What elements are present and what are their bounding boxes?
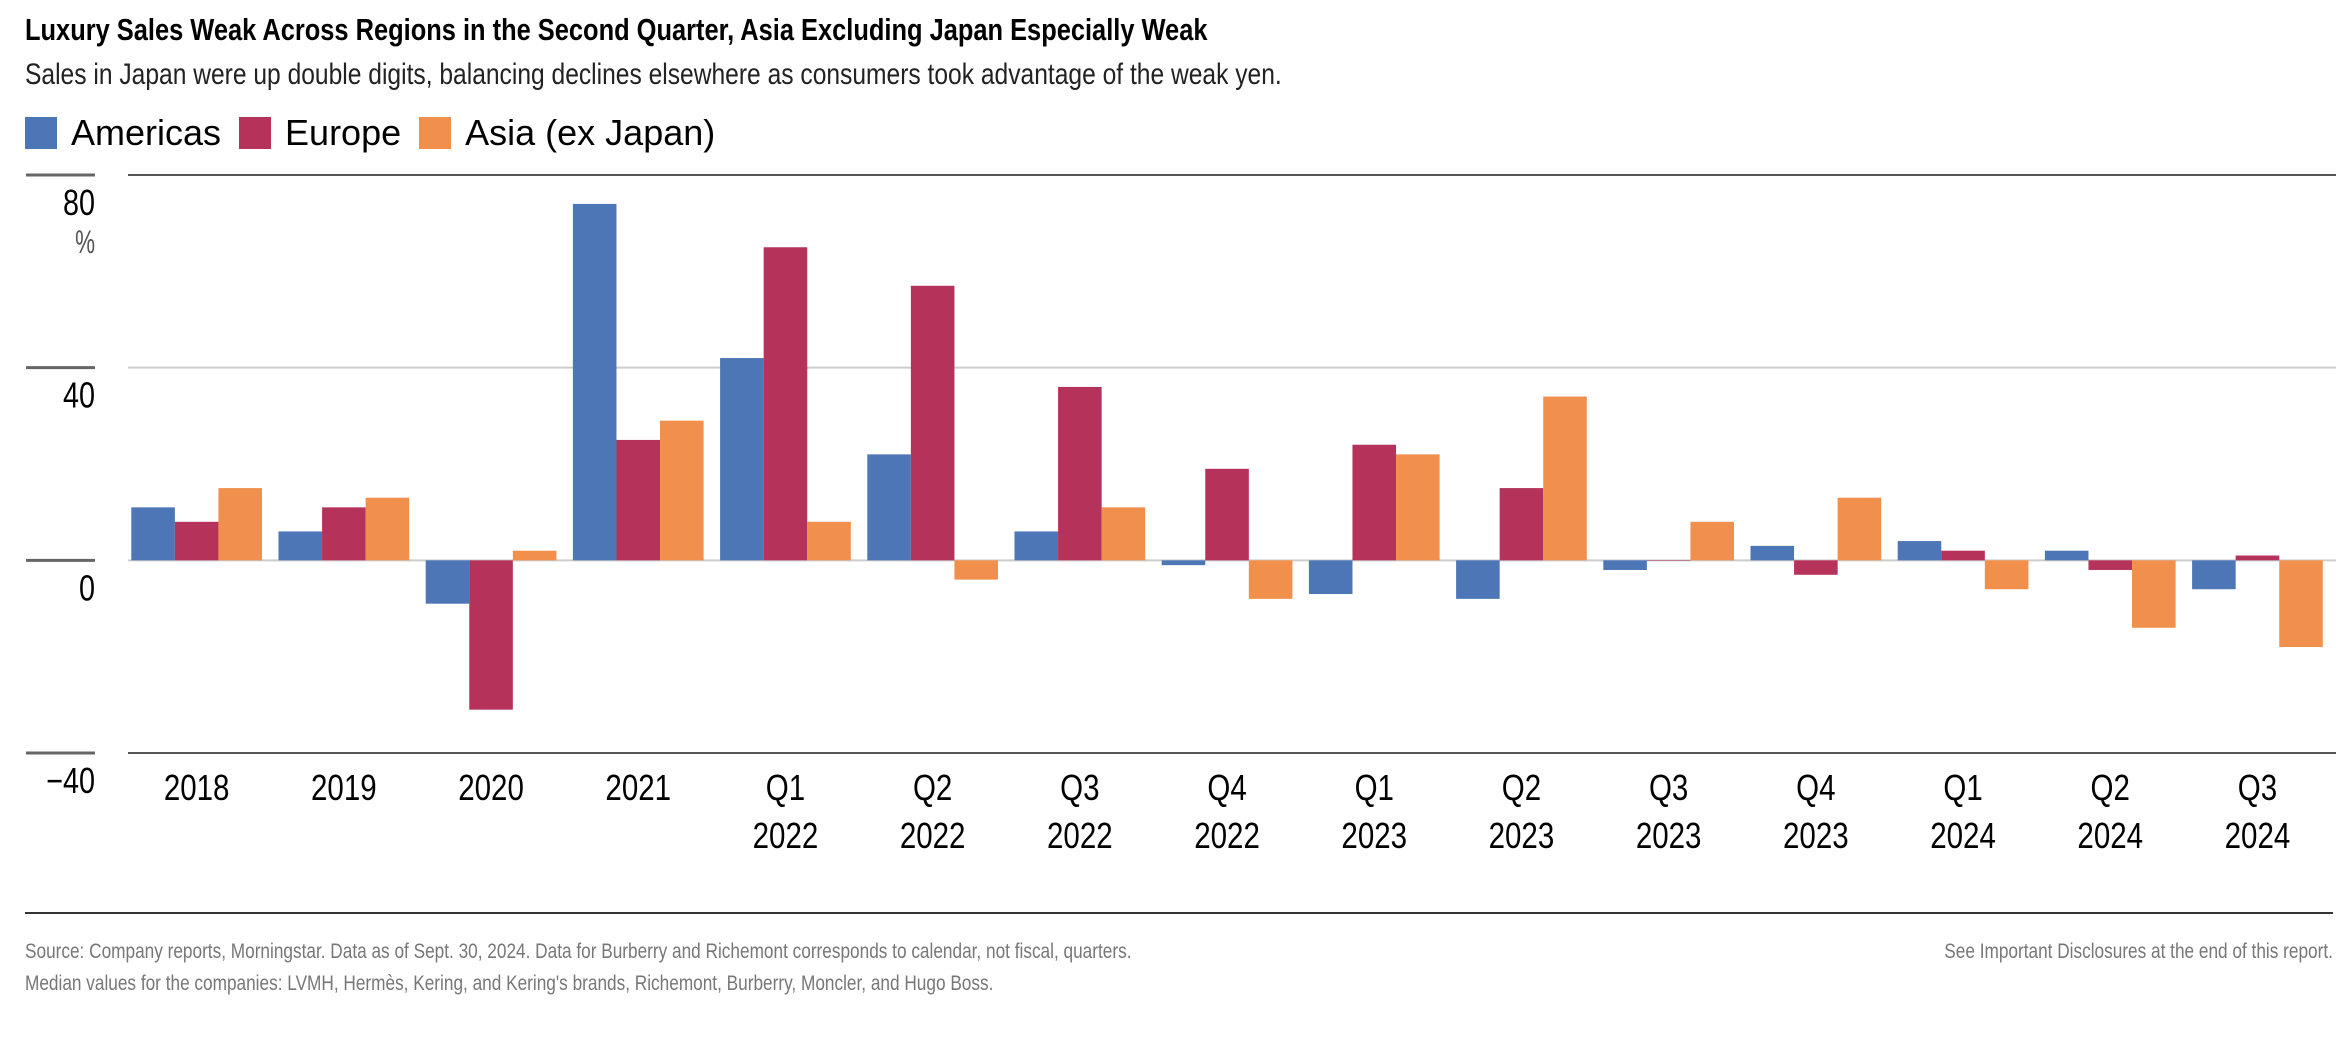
bar-asia-ex-japan <box>1837 497 1882 561</box>
x-tick-label: Q3 <box>1060 767 1099 807</box>
bar-americas <box>572 203 617 561</box>
bar-americas <box>2044 550 2089 561</box>
bar-europe <box>2088 560 2133 570</box>
x-tick-label: Q1 <box>1355 767 1394 807</box>
x-tick-label: 2024 <box>2077 815 2143 855</box>
x-tick-label: 2022 <box>753 815 819 855</box>
y-tick-label: 80 <box>63 182 95 223</box>
y-axis-unit: % <box>75 224 95 260</box>
footer-divider <box>25 912 2333 914</box>
x-tick-label: Q4 <box>1207 767 1246 807</box>
bar-americas <box>1456 560 1500 599</box>
x-tick-label: 2022 <box>900 815 966 855</box>
legend: Americas Europe Asia (ex Japan) <box>25 112 733 154</box>
x-tick-label: Q2 <box>2091 767 2130 807</box>
x-tick-label: 2023 <box>1783 815 1849 855</box>
bar-chart: 80 40 0 −40% 2018 2019 2020 2021 Q1 2022 Q2 2022 Q3 2… <box>26 173 2336 856</box>
bar-europe <box>469 560 513 710</box>
bar-asia-ex-japan <box>512 550 557 561</box>
bar-asia-ex-japan <box>1690 521 1735 561</box>
x-tick-label: 2023 <box>1489 815 1555 855</box>
legend-swatch-europe <box>239 117 272 149</box>
bar-americas <box>1603 560 1647 570</box>
chart-subtitle: Sales in Japan were up double digits, ba… <box>25 58 1282 91</box>
bar-europe <box>1794 560 1838 575</box>
bar-europe <box>322 507 366 561</box>
x-tick-label: 2024 <box>1930 815 1996 855</box>
median-note: Median values for the companies: LVMH, H… <box>25 972 994 995</box>
x-tick-label: Q2 <box>1502 767 1541 807</box>
bar-europe <box>910 285 955 561</box>
legend-label-asia: Asia (ex Japan) <box>465 112 716 153</box>
bar-europe <box>1058 386 1102 561</box>
bar-americas <box>1897 541 1942 561</box>
bar-americas <box>867 454 911 561</box>
bar-europe <box>174 521 219 561</box>
bar-americas <box>131 507 175 561</box>
legend-item-europe: Europe <box>239 112 401 154</box>
x-tick-label: 2020 <box>458 767 524 807</box>
bar-europe <box>1941 550 1985 561</box>
x-tick-label: 2019 <box>311 767 377 807</box>
x-tick-label: Q4 <box>1796 767 1835 807</box>
legend-label-europe: Europe <box>285 112 402 153</box>
bar-asia-ex-japan <box>2279 560 2323 648</box>
bar-asia-ex-japan <box>365 497 410 561</box>
x-tick-label: Q3 <box>1649 767 1688 807</box>
x-tick-label: Q3 <box>2238 767 2277 807</box>
bar-americas <box>1014 531 1059 561</box>
x-tick-label: 2022 <box>1194 815 1260 855</box>
x-tick-label: 2021 <box>605 767 671 807</box>
bar-asia-ex-japan <box>1248 560 1293 599</box>
x-tick-label: Q2 <box>913 767 952 807</box>
bar-asia-ex-japan <box>2132 560 2176 628</box>
x-tick-label: 2018 <box>164 767 230 807</box>
bar-asia-ex-japan <box>1101 507 1146 561</box>
legend-item-americas: Americas <box>25 112 221 154</box>
bar-americas <box>1750 545 1795 561</box>
chart-title: Luxury Sales Weak Across Regions in the … <box>25 12 1208 47</box>
bar-americas <box>1161 560 1206 566</box>
x-tick-label: Q1 <box>1943 767 1982 807</box>
x-tick-label: 2022 <box>1047 815 1113 855</box>
y-tick-label: 0 <box>79 567 95 608</box>
bar-asia-ex-japan <box>954 560 999 580</box>
y-tick-label: 40 <box>63 375 95 416</box>
bar-europe <box>1205 468 1249 561</box>
bar-europe <box>2235 555 2280 561</box>
y-tick-label: −40 <box>46 760 95 801</box>
bar-americas <box>720 358 764 561</box>
bar-americas <box>1308 560 1353 595</box>
source-note: Source: Company reports, Morningstar. Da… <box>25 940 1132 963</box>
bar-europe <box>763 247 808 561</box>
bar-europe <box>616 439 661 561</box>
bar-europe <box>1646 560 1691 561</box>
x-tick-label: 2023 <box>1636 815 1702 855</box>
bar-asia-ex-japan <box>1984 560 2029 590</box>
bar-asia-ex-japan <box>1396 454 1440 561</box>
bar-asia-ex-japan <box>1543 396 1587 561</box>
legend-swatch-americas <box>25 117 57 149</box>
x-tick-label: Q1 <box>766 767 805 807</box>
legend-label-americas: Americas <box>71 112 222 153</box>
bar-asia-ex-japan <box>218 488 263 561</box>
bar-europe <box>1352 444 1397 561</box>
bar-asia-ex-japan <box>660 420 704 561</box>
bar-americas <box>2192 560 2236 590</box>
x-tick-label: 2023 <box>1341 815 1407 855</box>
legend-item-asia: Asia (ex Japan) <box>419 112 715 154</box>
bar-americas <box>425 560 470 604</box>
bar-europe <box>1499 488 1544 561</box>
bar-asia-ex-japan <box>807 521 851 561</box>
x-tick-label: 2024 <box>2225 815 2291 855</box>
disclosure-note: See Important Disclosures at the end of … <box>1944 940 2333 963</box>
bar-americas <box>278 531 323 561</box>
legend-swatch-asia <box>419 117 452 149</box>
